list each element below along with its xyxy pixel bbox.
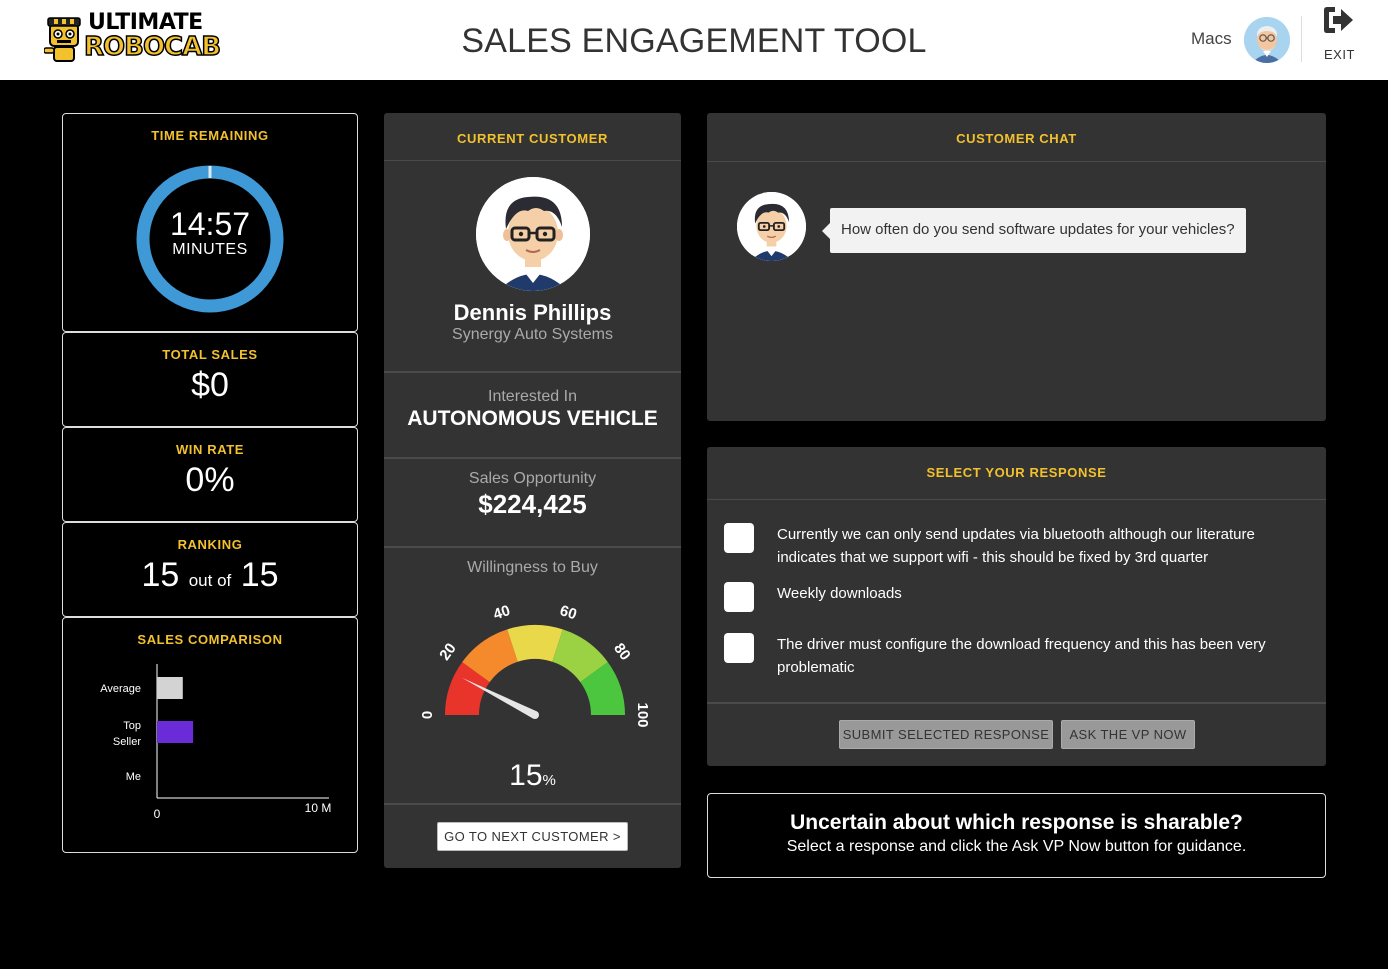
submit-response-button[interactable]: SUBMIT SELECTED RESPONSE [839, 720, 1053, 749]
opportunity-value: $224,425 [478, 489, 587, 519]
opportunity-label: Sales Opportunity [468, 470, 597, 487]
gauge-segment [462, 629, 518, 683]
ranking-position: 15 [141, 556, 180, 594]
current-customer-header: CURRENT CUSTOMER [384, 113, 681, 161]
select-response-header: SELECT YOUR RESPONSE [707, 447, 1326, 500]
gauge-needle-hub [531, 711, 539, 719]
chart-category-label: Top Seller [113, 720, 141, 748]
customer-chat-title: CUSTOMER CHAT [956, 131, 1077, 146]
response-checkbox[interactable] [724, 582, 754, 612]
chart-category-label: Average [100, 683, 141, 695]
logo-text-ultimate: ULTIMATE [88, 10, 203, 35]
win-rate-label: WIN RATE [175, 442, 245, 457]
elderly-man-avatar-icon [1244, 17, 1290, 63]
gauge-segment [580, 662, 625, 715]
app-header: ULTIMATE ROBOCAB SALES ENGAGEMENT TOOL M… [0, 0, 1388, 80]
total-sales-card: TOTAL SALES $0 [62, 332, 358, 427]
gauge-tick-label: 0 [419, 711, 436, 719]
ranking-separator: out of [188, 571, 232, 590]
interest-value: AUTONOMOUS VEHICLE [407, 407, 658, 430]
user-name: Macs [1191, 29, 1232, 48]
user-avatar[interactable] [1244, 17, 1290, 63]
customer-company: Synergy Auto Systems [452, 326, 613, 343]
customer-avatar [476, 177, 590, 291]
gauge-tick-label: 40 [491, 602, 512, 623]
response-option[interactable]: Currently we can only send updates via b… [724, 523, 1304, 571]
gauge-tick-label: 20 [436, 640, 460, 663]
chart-bar [157, 677, 183, 699]
interest-label: Interested In [488, 388, 577, 405]
ranking-value: 15 out of 15 [63, 556, 357, 595]
customer-name: Dennis Phillips [453, 300, 612, 325]
willingness-number: 15 [509, 759, 543, 792]
gauge-needle [461, 677, 537, 719]
customer-portrait-icon [476, 177, 590, 291]
customer-chat-panel: CUSTOMER CHAT How often do you send soft… [707, 113, 1326, 421]
response-checkbox[interactable] [724, 633, 754, 663]
timer-ring [136, 165, 284, 313]
ranking-total: 15 [240, 556, 279, 594]
win-rate-value: 0% [185, 461, 235, 499]
current-customer-panel: CURRENT CUSTOMER Dennis Phillips Synergy… [384, 113, 681, 868]
willingness-value: 15% [384, 759, 681, 793]
gauge-tick-label: 80 [610, 640, 634, 663]
chat-customer-avatar [737, 192, 806, 261]
select-response-panel: SELECT YOUR RESPONSE Currently we can on… [707, 447, 1326, 766]
page-title: SALES ENGAGEMENT TOOL [461, 22, 927, 60]
response-option-text[interactable]: Weekly downloads [777, 585, 902, 602]
logo-text-robocab: ROBOCAB [83, 31, 222, 63]
opportunity-divider [384, 546, 681, 548]
exit-icon[interactable] [1320, 4, 1356, 36]
sales-comparison-card: SALES COMPARISON Average Top Seller Me 0 10 M [62, 617, 358, 853]
exit-button-label[interactable]: EXIT [1324, 47, 1355, 62]
gauge-tick-label: 60 [558, 602, 579, 623]
gauge-segment [552, 629, 608, 683]
customer-divider [384, 371, 681, 373]
response-option[interactable]: Weekly downloads [724, 582, 1304, 614]
gauge-segment [445, 662, 490, 715]
time-remaining-label: TIME REMAINING [151, 128, 269, 143]
ranking-label: RANKING [177, 537, 243, 552]
customer-chat-header: CUSTOMER CHAT [707, 113, 1326, 162]
response-option-text[interactable]: The driver must configure the download f… [777, 636, 1266, 676]
response-option[interactable]: The driver must configure the download f… [724, 633, 1304, 681]
tip-body: Select a response and click the Ask VP N… [786, 838, 1247, 855]
time-remaining-card: TIME REMAINING 14:57 MINUTES [62, 113, 358, 332]
willingness-gauge: 0 20 40 60 80 100 [419, 602, 651, 727]
chart-tick-label: 10 M [305, 801, 332, 815]
tip-title: Uncertain about which response is sharab… [790, 811, 1243, 834]
sales-comparison-chart: Average Top Seller Me 0 10 M [100, 664, 332, 821]
sales-comparison-label: SALES COMPARISON [137, 632, 283, 647]
chat-message-bubble: How often do you send software updates f… [822, 208, 1246, 253]
interest-divider [384, 457, 681, 459]
willingness-divider [384, 803, 681, 805]
chart-category-label: Me [126, 771, 141, 783]
timer-unit: MINUTES [172, 241, 248, 258]
chart-bar [157, 721, 194, 743]
chart-tick-label: 0 [154, 807, 161, 821]
timer-value: 14:57 [169, 206, 251, 242]
willingness-unit: % [542, 772, 556, 789]
select-response-title: SELECT YOUR RESPONSE [926, 465, 1107, 480]
response-checkbox[interactable] [724, 523, 754, 553]
gauge-segment [507, 625, 563, 662]
current-customer-title: CURRENT CUSTOMER [457, 131, 608, 146]
next-customer-button[interactable]: GO TO NEXT CUSTOMER > [437, 822, 628, 851]
header-divider [1301, 16, 1302, 62]
response-divider [707, 702, 1326, 704]
win-rate-card: WIN RATE 0% [62, 427, 358, 522]
ask-vp-button[interactable]: ASK THE VP NOW [1061, 720, 1195, 749]
ranking-card: RANKING 15 out of 15 [62, 522, 358, 617]
ultimate-robocab-logo[interactable]: ULTIMATE ROBOCAB [44, 10, 222, 70]
total-sales-value: $0 [191, 366, 229, 404]
gauge-tick-label: 100 [634, 702, 651, 727]
willingness-label: Willingness to Buy [467, 559, 598, 576]
guidance-tip-box: Uncertain about which response is sharab… [707, 793, 1326, 878]
customer-portrait-icon [737, 192, 806, 261]
total-sales-label: TOTAL SALES [162, 347, 258, 362]
robot-icon [44, 17, 81, 62]
response-option-text[interactable]: Currently we can only send updates via b… [777, 526, 1255, 566]
